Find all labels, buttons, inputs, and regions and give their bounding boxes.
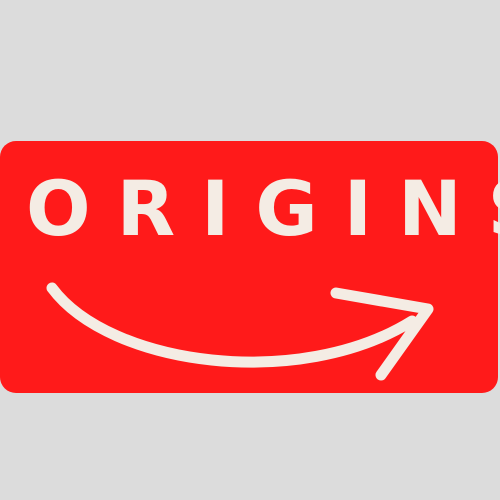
arrow-head — [330, 287, 434, 381]
curved-arrow-icon — [46, 282, 434, 381]
logo-banner: ORIGINS — [0, 141, 500, 393]
arrow-stroke — [46, 282, 418, 368]
logo-title: ORIGINS — [26, 164, 500, 253]
